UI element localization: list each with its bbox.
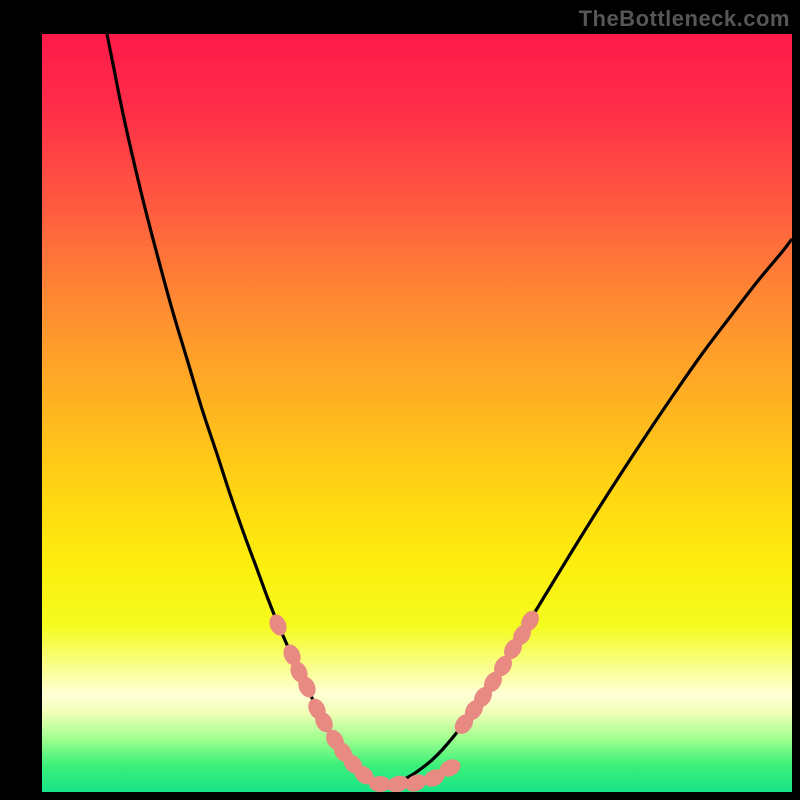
marker-group [266,607,542,792]
right-curve [382,239,792,784]
chart-container: { "watermark": { "text": "TheBottleneck.… [0,0,800,800]
curve-marker [266,612,289,639]
curves-layer [42,34,792,792]
watermark-text: TheBottleneck.com [579,6,790,32]
plot-area [42,34,792,792]
left-curve [107,34,382,784]
